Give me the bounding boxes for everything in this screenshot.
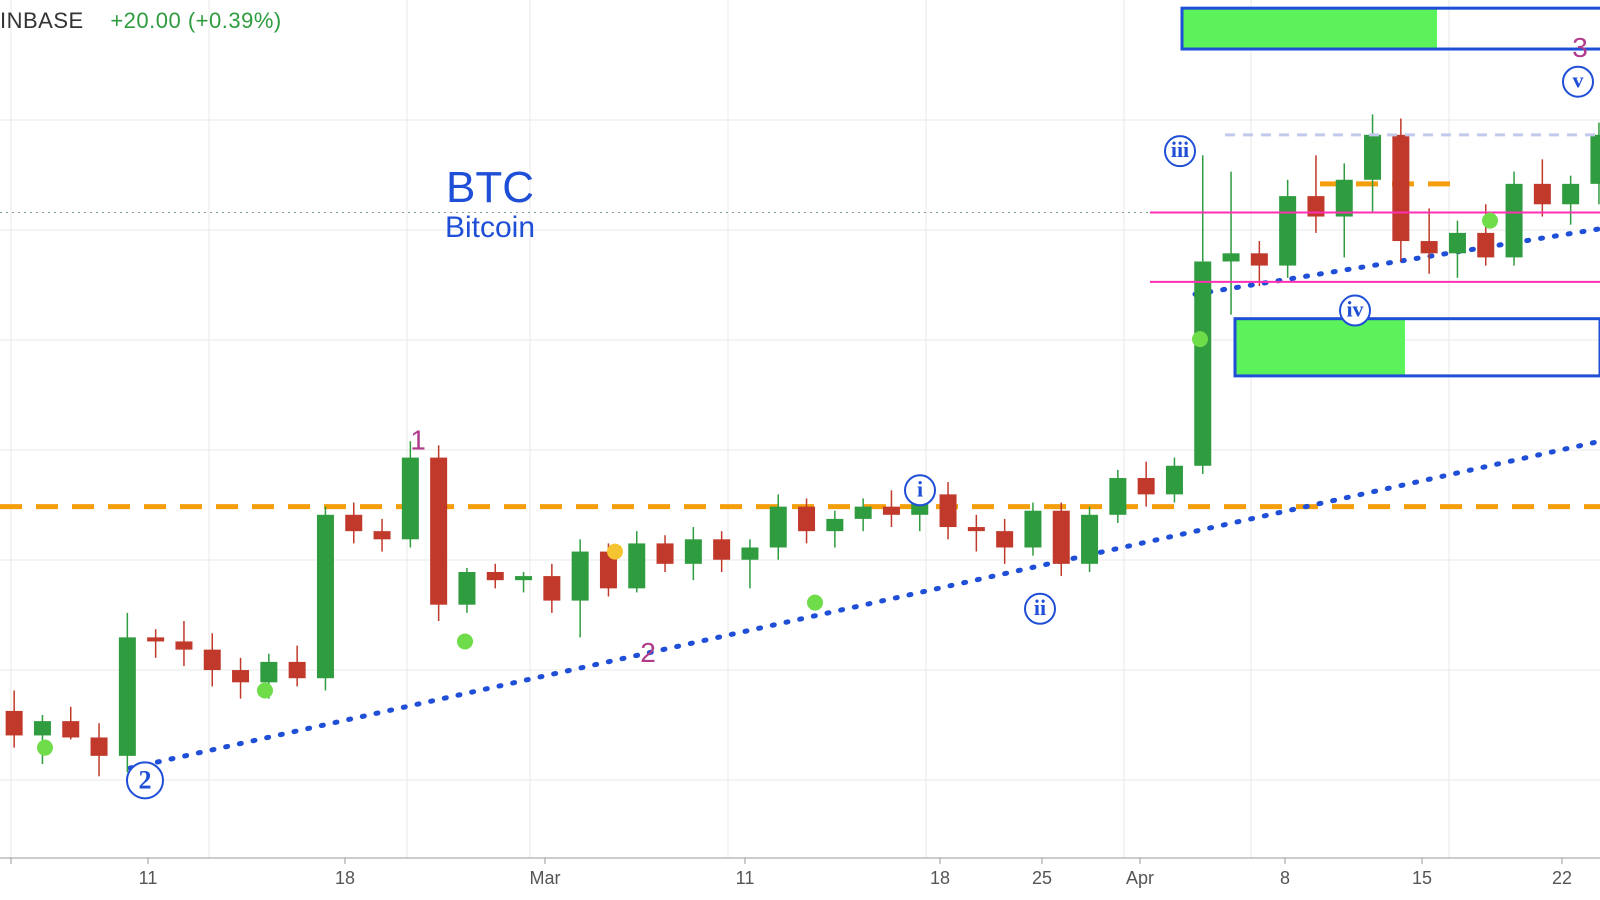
svg-text:22: 22: [1552, 868, 1572, 888]
svg-text:11: 11: [736, 868, 755, 888]
svg-text:2: 2: [640, 637, 656, 668]
svg-text:11: 11: [139, 868, 158, 888]
svg-text:Apr: Apr: [1126, 868, 1154, 888]
svg-text:25: 25: [1032, 868, 1052, 888]
svg-text:2: 2: [139, 765, 152, 794]
svg-text:15: 15: [1412, 868, 1432, 888]
exchange-label: INBASE: [0, 8, 84, 33]
symbol-title: BTC: [445, 165, 535, 211]
svg-text:v: v: [1573, 68, 1584, 93]
svg-text:i: i: [917, 476, 923, 501]
chart-container: INBASE +20.00 (+0.39%) 1232iiiiiiivv1118…: [0, 0, 1600, 900]
chart-header: INBASE +20.00 (+0.39%): [0, 8, 282, 34]
svg-text:3: 3: [1572, 32, 1588, 63]
price-change: +20.00 (+0.39%): [110, 8, 281, 33]
svg-text:iii: iii: [1171, 137, 1189, 162]
svg-text:1: 1: [410, 424, 426, 455]
svg-text:18: 18: [930, 868, 950, 888]
svg-text:ii: ii: [1034, 595, 1046, 620]
svg-text:8: 8: [1280, 868, 1290, 888]
svg-text:iv: iv: [1346, 297, 1363, 322]
svg-text:Mar: Mar: [530, 868, 561, 888]
svg-text:18: 18: [335, 868, 355, 888]
candles: [6, 90, 1600, 776]
candlestick-chart[interactable]: 1232iiiiiiivv1118Mar111825Apr81522: [0, 0, 1600, 900]
chart-title: BTC Bitcoin: [445, 165, 535, 245]
symbol-name: Bitcoin: [445, 211, 535, 245]
